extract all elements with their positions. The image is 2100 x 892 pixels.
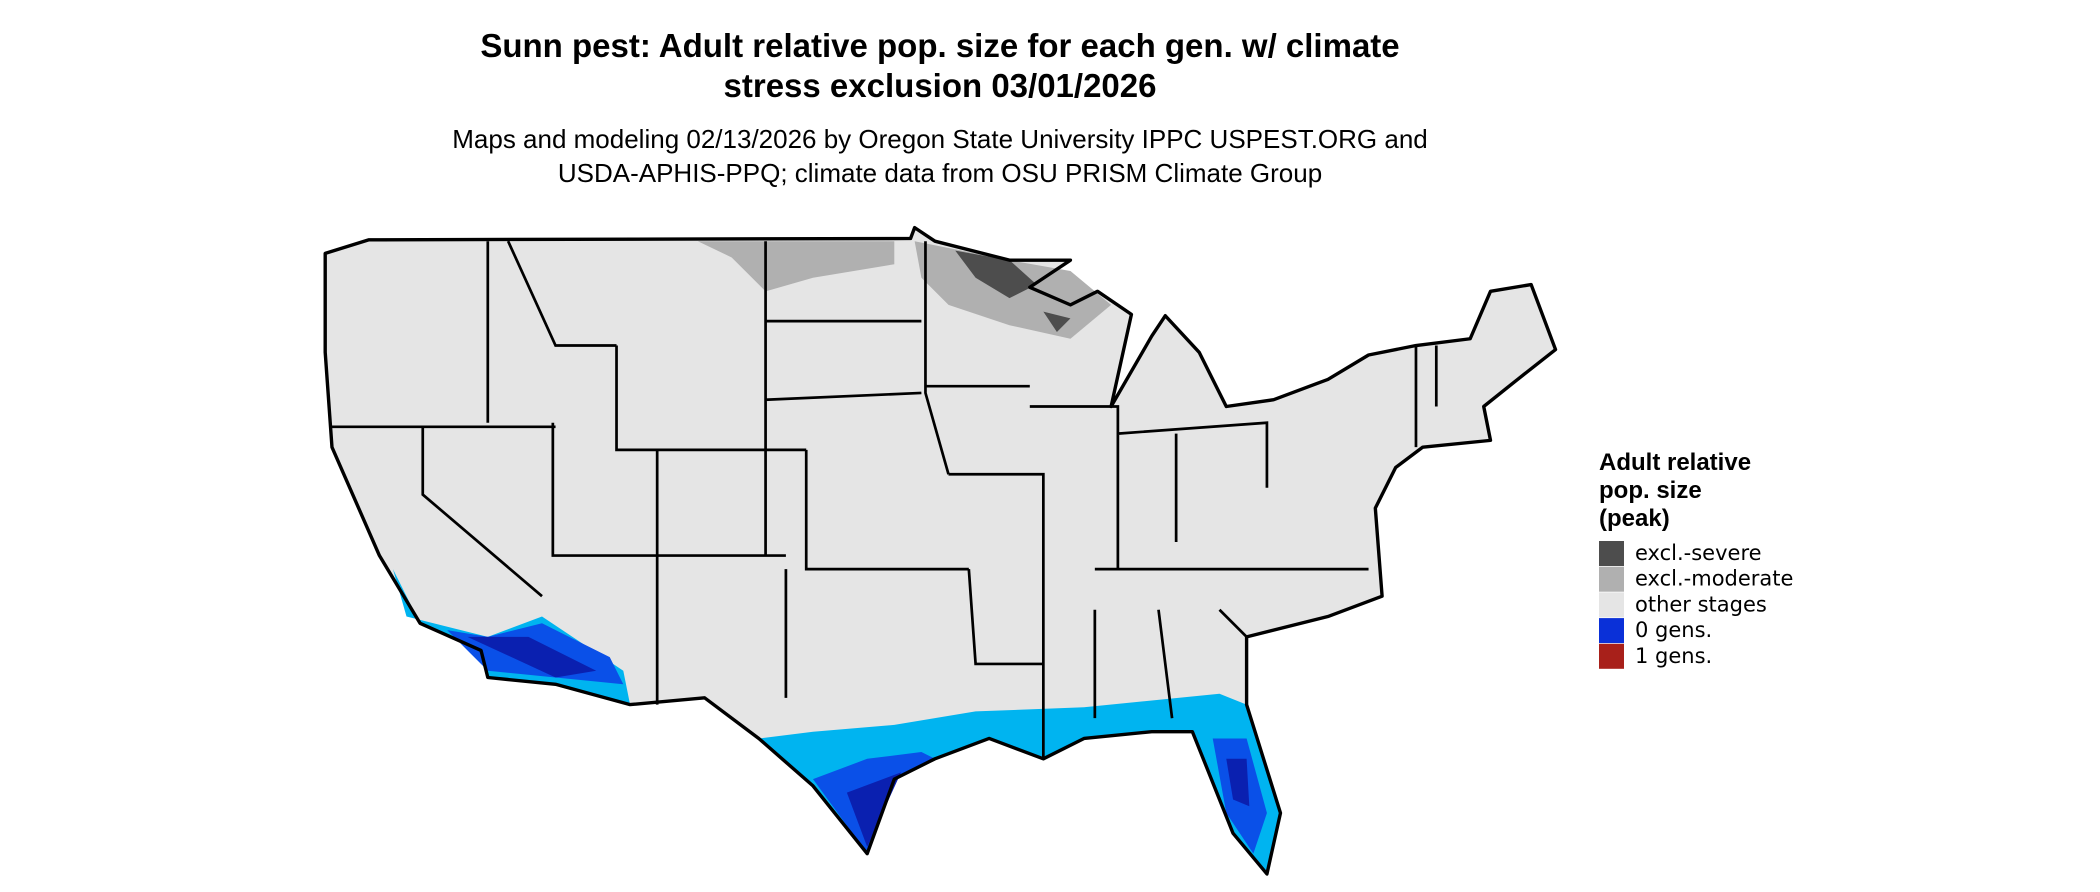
subtitle-line: USDA-APHIS-PPQ; climate data from OSU PR… (558, 158, 1322, 188)
title-line: Sunn pest: Adult relative pop. size for … (480, 27, 1399, 64)
legend-title-line: (peak) (1599, 505, 1670, 532)
legend-label: excl.-moderate (1635, 567, 1793, 591)
legend-label: excl.-severe (1635, 541, 1762, 565)
legend-swatch (1599, 592, 1624, 618)
legend-swatch (1599, 541, 1624, 566)
title-line: stress exclusion 03/01/2026 (724, 67, 1157, 104)
dark-blue-region (467, 636, 1250, 847)
legend-swatch (1599, 618, 1624, 644)
severe-region (955, 250, 1071, 332)
us-outline (323, 225, 1558, 876)
legend-title-line: pop. size (1599, 477, 1702, 504)
us-map (323, 225, 1558, 876)
state-borders (331, 240, 1438, 759)
legend-swatch (1599, 566, 1624, 592)
subtitle-line: Maps and modeling 02/13/2026 by Oregon S… (452, 124, 1428, 154)
legend-label: 1 gens. (1635, 644, 1712, 668)
legend-label: 0 gens. (1635, 618, 1712, 642)
legend-label: other stages (1635, 592, 1767, 616)
legend-swatch (1599, 643, 1624, 669)
legend-title-line: Adult relative (1599, 449, 1751, 476)
